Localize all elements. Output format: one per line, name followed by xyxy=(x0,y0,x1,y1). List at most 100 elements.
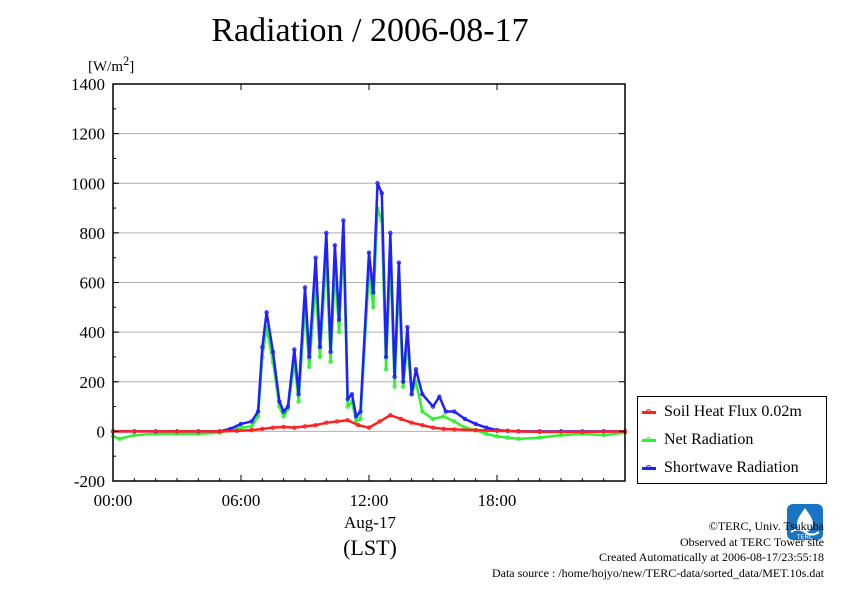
date-label: Aug-17 xyxy=(344,513,396,532)
data-point xyxy=(430,425,436,430)
data-point xyxy=(400,379,406,384)
data-point xyxy=(452,409,457,414)
terc-logo-icon: TERC xyxy=(787,504,823,541)
chart-legend: Soil Heat Flux 0.02m Net Radiation Short… xyxy=(637,396,827,484)
y-tick-label: 400 xyxy=(80,323,106,342)
data-point xyxy=(420,409,425,414)
logo-text: TERC xyxy=(797,535,814,541)
data-point xyxy=(505,435,510,440)
data-point xyxy=(302,424,308,429)
data-point xyxy=(473,427,478,433)
created-timestamp-line: Created Automatically at 2006-08-17/23:5… xyxy=(599,550,824,564)
data-point xyxy=(217,429,222,434)
data-point xyxy=(307,364,312,370)
data-point xyxy=(174,429,180,434)
data-point xyxy=(366,250,372,255)
data-point xyxy=(516,436,521,442)
data-point xyxy=(388,230,393,236)
data-point xyxy=(396,260,402,265)
legend-swatch-net-radiation xyxy=(642,436,656,442)
data-point xyxy=(345,418,350,423)
y-tick-label: 0 xyxy=(97,422,106,441)
data-point xyxy=(270,425,276,430)
data-point xyxy=(383,367,389,372)
data-point xyxy=(296,399,301,404)
legend-item-net-radiation: Net Radiation xyxy=(642,428,753,452)
data-point xyxy=(249,419,254,424)
data-point xyxy=(484,431,489,437)
data-point xyxy=(255,409,261,414)
data-point xyxy=(285,404,291,409)
data-point xyxy=(324,230,329,236)
data-point xyxy=(264,310,269,315)
data-point xyxy=(281,409,286,414)
data-point xyxy=(328,349,333,355)
data-point xyxy=(366,425,372,430)
data-point xyxy=(302,285,308,290)
data-point xyxy=(117,436,122,442)
legend-swatch-soil-heat-flux xyxy=(642,408,656,414)
data-point xyxy=(307,354,312,360)
chart-series xyxy=(110,181,628,442)
copyright-line: ©TERC, Univ. Tsukuba xyxy=(708,519,824,533)
y-tick-label: 600 xyxy=(80,274,106,293)
data-source-line: Data source : /home/hojyo/new/TERC-data/… xyxy=(491,565,824,580)
data-point xyxy=(494,434,500,439)
x-tick-label: 06:00 xyxy=(222,491,261,510)
data-point xyxy=(317,354,323,360)
chart-ticks: -200 0 200 400 600 800 1000 1200 1400 00:00 06:00 1… xyxy=(71,75,626,510)
data-point xyxy=(388,413,393,418)
series-line-shortwave-radiation xyxy=(113,182,625,433)
data-point xyxy=(441,414,446,419)
x-axis-label: (LST) xyxy=(343,535,397,560)
data-point xyxy=(430,404,436,409)
data-point xyxy=(313,255,318,260)
data-point xyxy=(238,421,244,427)
data-point xyxy=(437,394,442,399)
y-tick-label: 1200 xyxy=(71,125,105,144)
x-tick-label: 12:00 xyxy=(350,491,389,510)
data-point xyxy=(317,344,323,350)
data-point xyxy=(398,416,404,422)
data-point xyxy=(420,391,425,397)
data-point xyxy=(270,349,276,355)
data-point xyxy=(392,374,397,379)
data-point xyxy=(349,391,355,397)
data-point xyxy=(313,422,318,428)
data-point xyxy=(328,359,333,365)
data-point xyxy=(260,426,265,432)
data-point xyxy=(324,420,329,425)
data-point xyxy=(473,421,478,427)
data-point xyxy=(281,414,286,419)
data-point xyxy=(443,409,448,414)
data-point xyxy=(409,391,414,397)
data-point xyxy=(371,290,376,295)
data-point xyxy=(441,426,446,432)
data-point xyxy=(341,218,346,223)
data-point xyxy=(234,428,239,434)
y-tick-label: 800 xyxy=(80,224,106,243)
data-point xyxy=(409,420,414,425)
observation-site-line: Observed at TERC Tower site xyxy=(679,534,824,549)
data-point xyxy=(345,404,350,409)
data-point xyxy=(537,435,542,440)
credits-block: ©TERC, Univ. Tsukuba Observed at TERC To… xyxy=(492,519,824,581)
data-point xyxy=(358,409,363,414)
data-point xyxy=(292,347,297,352)
y-tick-label: 1000 xyxy=(71,174,105,193)
data-point xyxy=(375,181,380,186)
data-point xyxy=(452,419,457,424)
data-point xyxy=(356,422,361,428)
data-point xyxy=(354,414,359,419)
x-tick-label: 00:00 xyxy=(94,491,133,510)
data-point xyxy=(260,344,265,350)
data-point xyxy=(379,190,384,196)
data-point xyxy=(334,419,340,424)
chart-title: Radiation / 2006-08-17 xyxy=(211,12,529,49)
data-point xyxy=(400,384,406,389)
series-line-net-radiation xyxy=(112,206,626,441)
data-point xyxy=(345,396,350,402)
data-point xyxy=(296,391,301,397)
data-point xyxy=(420,422,425,428)
